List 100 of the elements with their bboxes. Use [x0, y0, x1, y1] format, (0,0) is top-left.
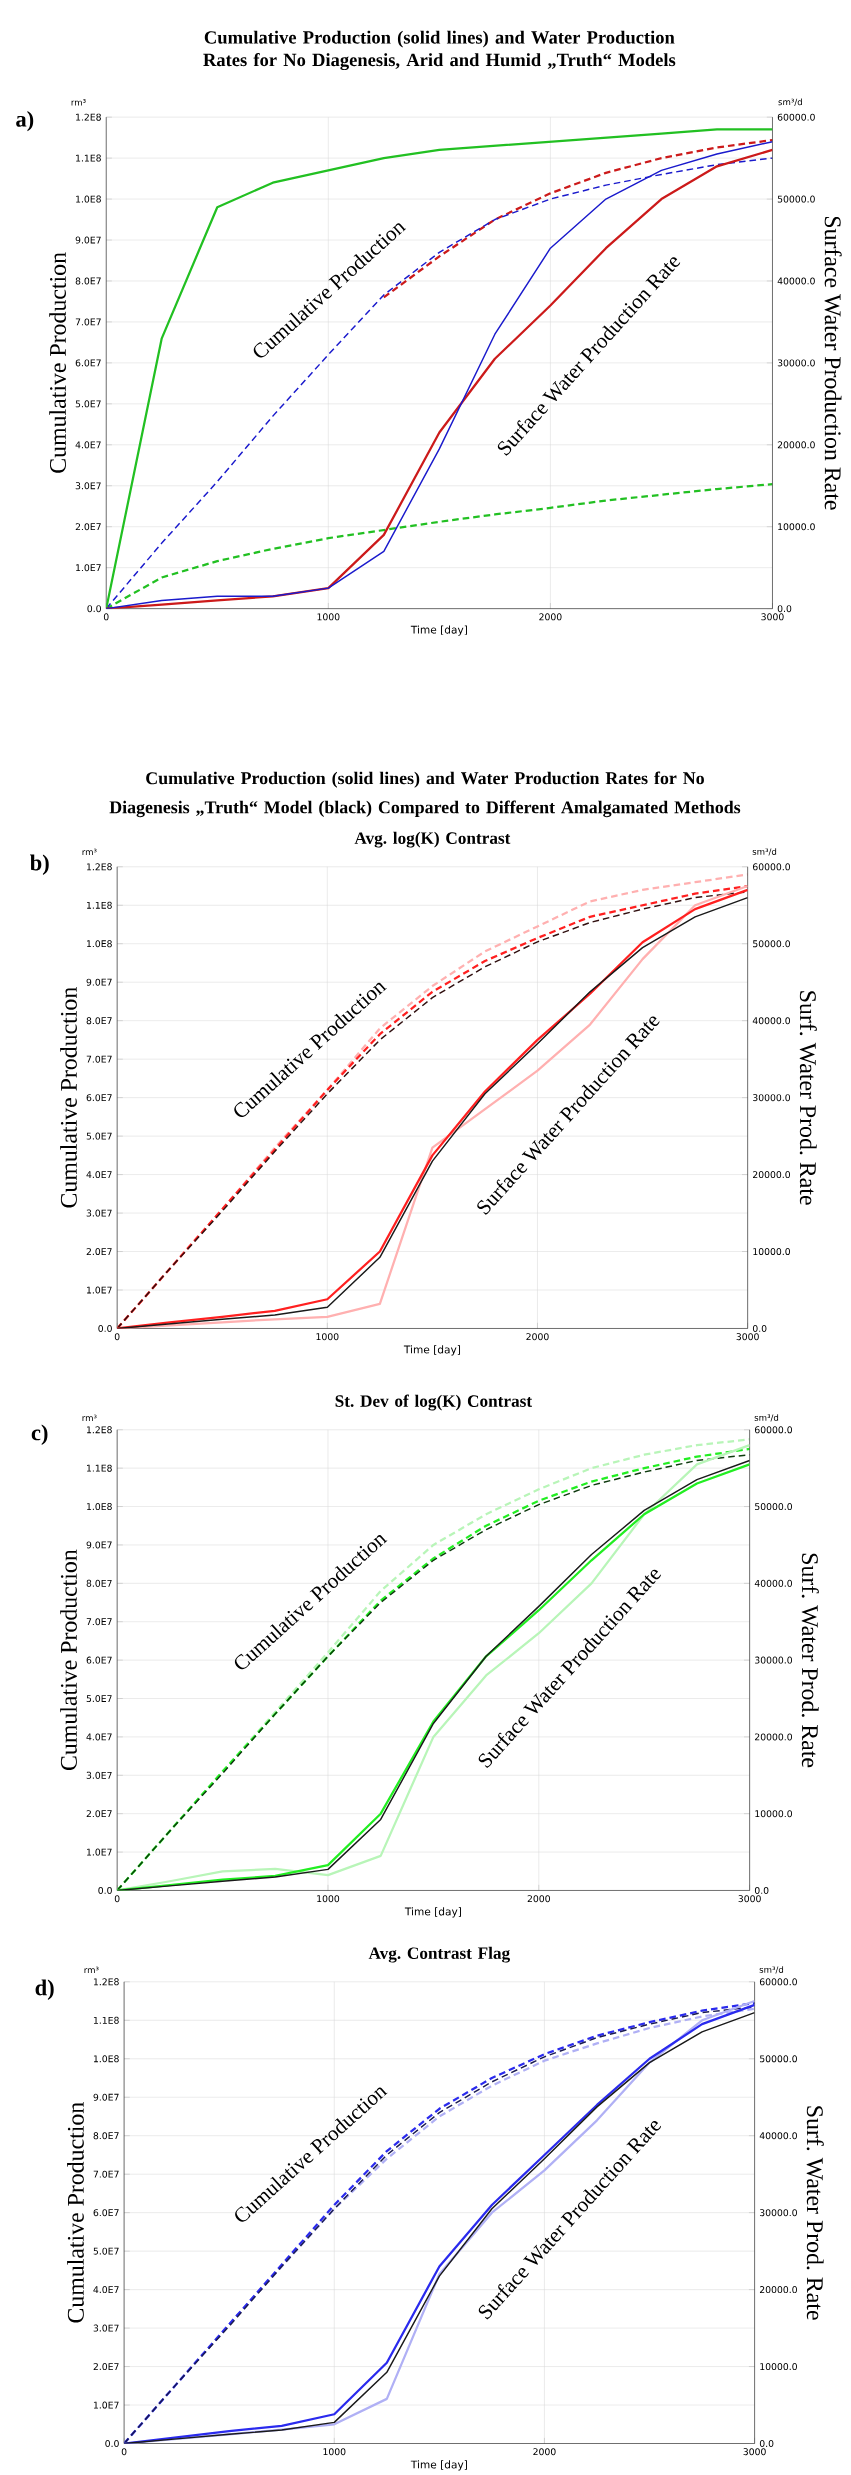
y2-tick-label: 10000.0	[753, 1248, 791, 1256]
y-axis-title: Cumulative Production	[49, 252, 67, 473]
text: sm³/d	[759, 1966, 784, 1974]
y-tick-label: 9.0E7	[75, 236, 101, 244]
y-tick-label: 6.0E7	[93, 2209, 119, 2217]
y-tick-label: 3.0E7	[86, 1771, 112, 1779]
x-tick-label: 3000	[743, 2448, 766, 2456]
text: sm³/d	[752, 848, 777, 856]
y-tick-label: 1.0E7	[94, 2401, 119, 2409]
x-tick-label: 3000	[738, 1895, 761, 1903]
y2-tick-label: 40000.0	[752, 1017, 791, 1025]
chart-title: Cumulative Production (solid lines) and Water Production Rates for No Diagenesis, Arid and Humid „Truth“ Models	[203, 30, 676, 71]
y2-tick-label: 0.0	[777, 605, 792, 613]
y-tick-label: 1.0E8	[94, 2055, 119, 2063]
y-tick-label: 4.0E7	[75, 441, 101, 449]
y-tick-label: 6.0E7	[86, 1094, 112, 1102]
text: rm³	[84, 1966, 99, 1974]
y2-tick-label: 60000.0	[753, 863, 791, 871]
y-tick-label: 8.0E7	[86, 1017, 112, 1025]
y-tick-label: 4.0E7	[93, 2286, 119, 2294]
y-tick-label: 4.0E7	[86, 1171, 112, 1179]
y-tick-label: 3.0E7	[93, 2324, 119, 2332]
x-tick-label: 0	[114, 1895, 120, 1903]
text: rm³	[82, 848, 97, 856]
y2-tick-label: 20000.0	[755, 1733, 793, 1741]
y-tick-label: 5.0E7	[93, 2247, 119, 2255]
y-tick-label: 3.0E7	[86, 1209, 112, 1217]
y2-axis-title: Surf. Water Prod. Rate	[799, 991, 817, 1205]
y-tick-label: 1.2E8	[76, 113, 101, 121]
y2-axis-title: Surface Water Production Rate	[824, 216, 842, 510]
y2-tick-label: 0.0	[759, 2440, 774, 2448]
y-tick-label: 6.0E7	[75, 359, 101, 367]
y-axis-title: Cumulative Production	[60, 987, 77, 1208]
x-tick-label: 2000	[533, 2448, 556, 2456]
x-tick-label: 2000	[526, 1333, 549, 1341]
y2-tick-label: 10000.0	[755, 1810, 793, 1818]
y-tick-label: 6.0E7	[86, 1656, 112, 1664]
y-tick-label: 3.0E7	[75, 482, 101, 490]
y2-tick-label: 30000.0	[777, 359, 815, 367]
y2-tick-label: 0.0	[754, 1886, 769, 1894]
y2-tick-label: 50000.0	[760, 2055, 798, 2063]
y-tick-label: 7.0E7	[75, 318, 101, 326]
y-tick-label: 5.0E7	[86, 1132, 112, 1140]
y-tick-label: 8.0E7	[86, 1579, 112, 1587]
y2-tick-label: 50000.0	[755, 1503, 793, 1511]
y-axis-title: Cumulative Production	[67, 2102, 84, 2323]
x-tick-label: 2000	[527, 1895, 551, 1903]
text: sm³/d	[778, 98, 802, 106]
text: a)	[16, 110, 34, 132]
y2-tick-label: 60000.0	[755, 1426, 793, 1434]
text: d)	[35, 1979, 54, 2000]
x-axis-title: Time [day]	[410, 625, 468, 636]
x-tick-label: 0	[103, 613, 109, 621]
y-tick-label: 7.0E7	[86, 1618, 112, 1626]
y2-tick-label: 50000.0	[777, 195, 815, 203]
x-axis-title: Time [day]	[410, 2460, 468, 2471]
y-tick-label: 1.0E8	[87, 940, 112, 948]
y-tick-label: 1.1E8	[76, 154, 101, 162]
x-tick-label: 1000	[317, 1895, 340, 1903]
y2-tick-label: 20000.0	[753, 1171, 791, 1179]
y2-tick-label: 0.0	[752, 1324, 767, 1332]
y2-tick-label: 40000.0	[754, 1579, 793, 1587]
y-tick-label: 1.0E7	[87, 1286, 112, 1294]
y-tick-label: 8.0E7	[75, 277, 101, 285]
y2-tick-label: 60000.0	[759, 1978, 798, 1986]
y2-tick-label: 60000.0	[777, 113, 815, 121]
text: Cumulative Production (solid lines) and Water Production Rates for No Diagenesis „Truth“ Model (black) Compared to Different Amalgamated Methods	[109, 771, 741, 818]
x-tick-label: 0	[121, 2448, 127, 2456]
y-tick-label: 1.1E8	[94, 2016, 119, 2024]
y-tick-label: 8.0E7	[93, 2132, 119, 2140]
text: c)	[31, 1424, 48, 1445]
y-tick-label: 1.1E8	[87, 1464, 112, 1472]
x-tick-label: 3000	[761, 613, 784, 621]
y-tick-label: 4.0E7	[86, 1733, 112, 1741]
y2-axis-title: Surf. Water Prod. Rate	[801, 1553, 819, 1768]
y-tick-label: 2.0E7	[86, 1248, 112, 1256]
x-tick-label: 0	[114, 1333, 120, 1341]
y-tick-label: 1.2E8	[87, 863, 112, 871]
y2-tick-label: 30000.0	[755, 1656, 793, 1664]
text: rm³	[71, 99, 86, 106]
y-tick-label: 5.0E7	[75, 400, 101, 408]
y-tick-label: 1.0E7	[87, 1848, 112, 1856]
chart-title: Avg. Contrast Flag	[368, 1946, 511, 1963]
y-tick-label: 0.0	[105, 2440, 119, 2448]
y-tick-label: 1.0E8	[87, 1503, 112, 1511]
y2-tick-label: 20000.0	[760, 2286, 798, 2294]
y-tick-label: 0.0	[87, 605, 101, 613]
y2-axis-title: Surf. Water Prod. Rate	[806, 2106, 824, 2320]
y2-tick-label: 30000.0	[760, 2209, 798, 2217]
text: sm³/d	[754, 1414, 779, 1422]
y-tick-label: 5.0E7	[86, 1695, 112, 1702]
y2-tick-label: 10000.0	[760, 2363, 798, 2371]
y-tick-label: 2.0E7	[75, 523, 101, 531]
y2-tick-label: 50000.0	[753, 940, 791, 948]
y-tick-label: 7.0E7	[93, 2170, 119, 2178]
y2-tick-label: 40000.0	[759, 2132, 798, 2140]
y-tick-label: 0.0	[98, 1324, 112, 1332]
x-tick-label: 2000	[539, 613, 562, 621]
y-tick-label: 9.0E7	[93, 2093, 119, 2101]
y-axis-title: Cumulative Production	[60, 1549, 77, 1770]
